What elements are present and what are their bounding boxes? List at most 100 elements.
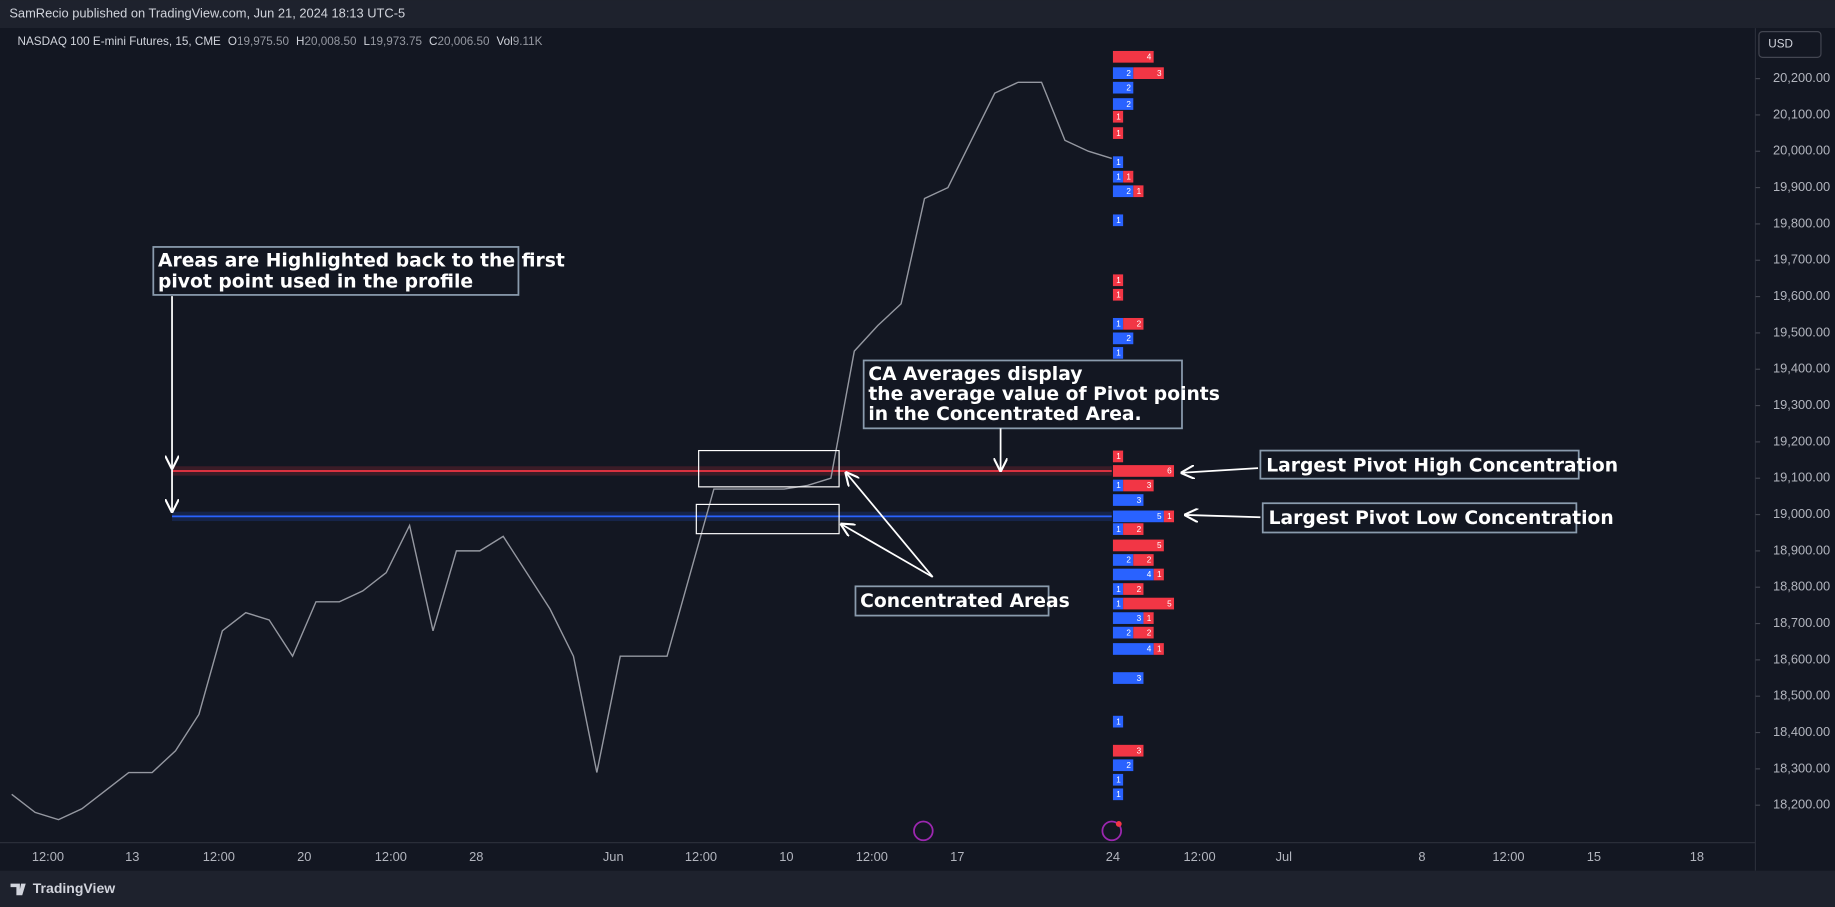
profile-label: 1 [1116, 525, 1121, 534]
profile-label: 2 [1126, 761, 1131, 770]
symbol-name: NASDAQ 100 E-mini Futures, 15, CME [18, 35, 222, 48]
x-tick-label: 12:00 [856, 849, 888, 864]
annotation: the average value of Pivot points [868, 384, 1220, 405]
profile-bar [1112, 759, 1134, 772]
profile-label: 5 [1157, 541, 1162, 550]
profile-bar [1112, 317, 1124, 330]
y-tick-label: 20,000.00 [1773, 143, 1830, 158]
event-icon[interactable] [1101, 820, 1123, 842]
event-dot [1115, 820, 1122, 827]
ohlc-value: 20,006.50 [437, 35, 489, 48]
profile-label: 2 [1137, 585, 1142, 594]
profile-label: 3 [1157, 69, 1162, 78]
concentrated-area-box [695, 503, 840, 535]
profile-label: 1 [1116, 585, 1121, 594]
x-tick-label: 8 [1418, 849, 1425, 864]
profile-bar [1112, 773, 1124, 786]
annotation: in the Concentrated Area. [868, 404, 1141, 425]
profile-label: 4 [1147, 570, 1152, 579]
arrow [1182, 468, 1259, 473]
profile-bar [1143, 612, 1154, 624]
profile-label: 2 [1147, 556, 1152, 565]
x-tick-label: 10 [779, 849, 793, 864]
annotation: Largest Pivot Low Concentration [1269, 508, 1614, 529]
price-line [11, 81, 1112, 821]
x-tick-label: 12:00 [1492, 849, 1524, 864]
y-tick-label: 19,200.00 [1773, 433, 1830, 448]
y-tick-label: 19,500.00 [1773, 324, 1830, 339]
profile-label: 2 [1147, 628, 1152, 637]
x-tick-label: Jul [1276, 849, 1292, 864]
profile-bar [1112, 568, 1154, 581]
profile-label: 1 [1116, 276, 1121, 285]
y-tick-label: 18,600.00 [1773, 651, 1830, 666]
profile-bar [1112, 597, 1124, 610]
x-tick-label: 12:00 [685, 849, 717, 864]
annotation-box [1259, 449, 1580, 480]
profile-label: 1 [1116, 158, 1121, 167]
y-tick-label: 18,900.00 [1773, 542, 1830, 557]
profile-bar [1123, 523, 1144, 535]
profile-bar [1112, 494, 1144, 506]
profile-label: 3 [1137, 746, 1142, 755]
annotation: pivot point used in the profile [158, 272, 473, 293]
y-tick-label: 19,000.00 [1773, 506, 1830, 521]
y-tick-label: 19,300.00 [1773, 397, 1830, 412]
profile-bar [1112, 539, 1164, 552]
event-icon[interactable] [913, 820, 934, 842]
profile-label: 2 [1126, 187, 1131, 196]
annotation-box [1261, 502, 1578, 534]
x-tick-label: 13 [125, 849, 139, 864]
profile-bar [1123, 170, 1134, 183]
ohlc-value: 19,975.50 [237, 35, 289, 48]
profile-bar [1163, 510, 1175, 523]
top-bar [0, 0, 1835, 29]
ohlc-key: O [228, 35, 237, 48]
profile-bar [1112, 715, 1124, 728]
profile-label: 3 [1137, 674, 1142, 683]
profile-label: 1 [1116, 349, 1121, 358]
y-tick-label: 18,200.00 [1773, 797, 1830, 812]
x-tick-label: 12:00 [1183, 849, 1215, 864]
y-tick-label: 18,300.00 [1773, 760, 1830, 775]
ohlc-key: Vol [496, 35, 512, 48]
y-tick-label: 18,800.00 [1773, 579, 1830, 594]
x-tick-label: 28 [469, 849, 483, 864]
profile-bar [1112, 479, 1124, 492]
profile-label: 1 [1137, 187, 1142, 196]
arrow [841, 524, 934, 578]
x-tick-label: 12:00 [203, 849, 235, 864]
profile-bar [1112, 110, 1124, 123]
y-tick-label: 19,400.00 [1773, 361, 1830, 376]
profile-bar [1112, 672, 1144, 684]
profile-label: 3 [1137, 496, 1142, 505]
profile-bar [1133, 185, 1144, 198]
profile-label: 1 [1116, 599, 1121, 608]
y-tick-label: 18,500.00 [1773, 688, 1830, 703]
ohlc-key: H [296, 35, 304, 48]
profile-label: 1 [1116, 452, 1121, 461]
profile-bar [1112, 81, 1134, 94]
event-icons [913, 820, 1123, 842]
ohlc-value: 20,008.50 [304, 35, 356, 48]
profile-bar [1133, 626, 1154, 639]
profile-bar [1112, 185, 1134, 198]
profile-bar [1112, 643, 1154, 655]
profile-label: 1 [1116, 481, 1121, 490]
x-tick-label: Jun [603, 849, 624, 864]
profile-label: 2 [1137, 320, 1142, 329]
annotation: Largest Pivot High Concentration [1266, 455, 1618, 476]
y-tick-label: 19,600.00 [1773, 288, 1830, 303]
profile-bar [1153, 568, 1164, 581]
ohlc-value: 19,973.75 [370, 35, 422, 48]
profile-label: 3 [1147, 481, 1152, 490]
profile-bar [1153, 643, 1164, 655]
profile-label: 2 [1126, 628, 1131, 637]
x-tick-label: 17 [950, 849, 964, 864]
profile-bar [1112, 98, 1134, 110]
bottom-bar [0, 870, 1835, 907]
annotation: Concentrated Areas [860, 591, 1070, 612]
currency-button[interactable] [1758, 31, 1822, 58]
profile-label: 4 [1147, 645, 1152, 654]
profile-label: 1 [1157, 645, 1162, 654]
